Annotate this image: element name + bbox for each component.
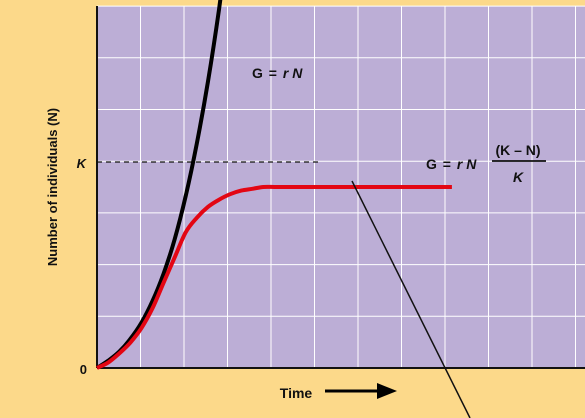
x-axis-arrow (325, 383, 397, 399)
label-g: G (252, 65, 263, 81)
x-axis-label: Time (280, 385, 313, 401)
legend-label-exponential: G = r N (252, 65, 303, 81)
legend-label-logistic: G = r N (K – N) K (426, 142, 546, 185)
annotation-pointer-line (351, 180, 471, 418)
label-g: G (426, 156, 437, 172)
label-n: N (292, 65, 303, 81)
svg-text:G = r N: G = r N (252, 65, 303, 81)
label-r: r (457, 156, 464, 172)
fraction-numerator: (K – N) (495, 142, 540, 158)
label-eq: = (443, 156, 451, 172)
series-line-logistic (96, 184, 452, 370)
label-n: N (466, 156, 477, 172)
gridlines (97, 5, 585, 368)
y-tick-label-k: K (77, 156, 88, 171)
svg-text:G = r N: G = r N (426, 156, 477, 172)
fraction-denominator: K (513, 169, 524, 185)
label-eq: = (269, 65, 277, 81)
y-tick-label-zero: 0 (80, 362, 87, 377)
y-axis-label: Number of individuals (N) (45, 108, 60, 266)
label-r: r (283, 65, 290, 81)
